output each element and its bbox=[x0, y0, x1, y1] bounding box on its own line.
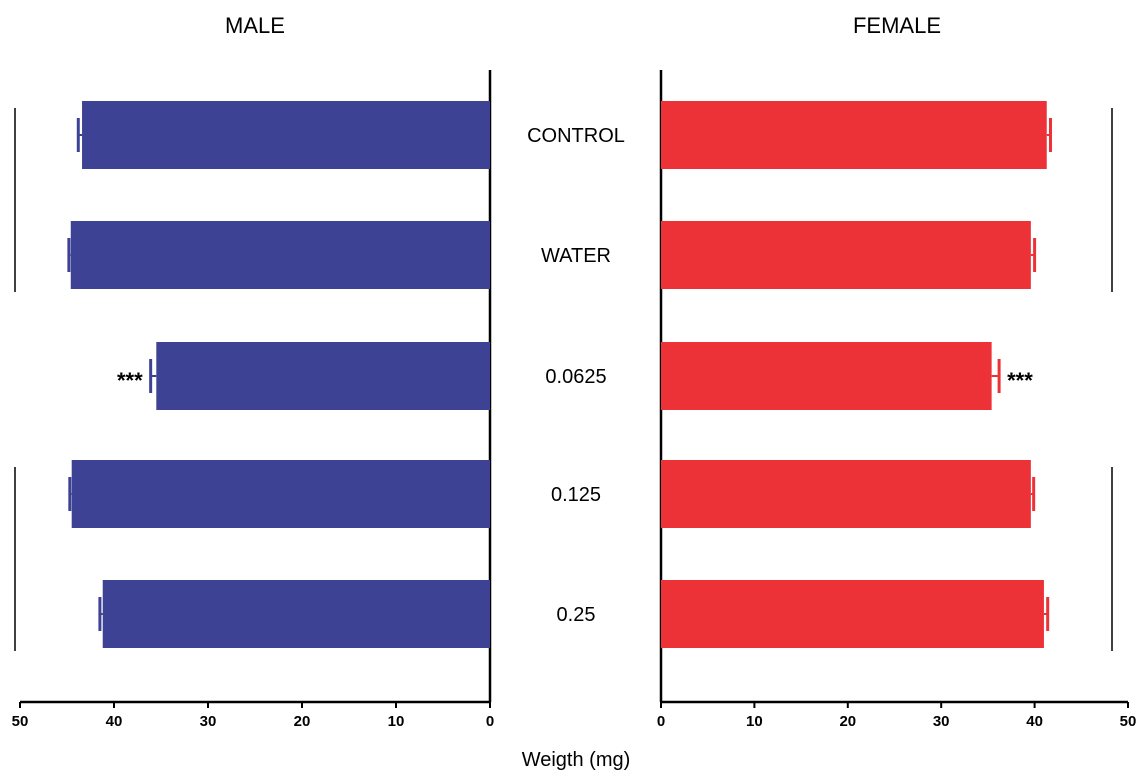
female-bar-0 bbox=[661, 101, 1047, 169]
category-label-2: 0.0625 bbox=[545, 366, 606, 388]
male-bar-4 bbox=[102, 580, 490, 648]
female-bar-2 bbox=[661, 342, 992, 410]
category-label-4: 0.25 bbox=[557, 604, 596, 626]
category-label-1: WATER bbox=[541, 245, 611, 267]
left-x-tick-label-10: 10 bbox=[388, 713, 405, 730]
female-panel-title: FEMALE bbox=[853, 13, 941, 38]
left-x-tick-label-30: 30 bbox=[200, 713, 217, 730]
male-bar-2 bbox=[156, 342, 491, 410]
right-x-tick-label-0: 0 bbox=[657, 713, 665, 730]
female-bar-1 bbox=[661, 221, 1031, 289]
female-significance-2: *** bbox=[1007, 368, 1033, 393]
category-label-0: CONTROL bbox=[527, 125, 625, 147]
left-x-tick-label-50: 50 bbox=[12, 713, 29, 730]
chart-marks: 0 10 20 30 40 50 0 10 20 30 40 50 CONTROL WATER 0.0625… bbox=[12, 70, 1137, 730]
male-significance-2: *** bbox=[117, 368, 143, 393]
left-x-tick-label-0: 0 bbox=[486, 713, 494, 730]
male-bar-0 bbox=[82, 101, 490, 169]
left-x-tick-label-40: 40 bbox=[106, 713, 123, 730]
male-panel-title: MALE bbox=[225, 13, 285, 38]
female-bar-4 bbox=[661, 580, 1044, 648]
category-label-3: 0.125 bbox=[551, 484, 601, 506]
female-bar-3 bbox=[661, 460, 1031, 528]
right-x-tick-label-40: 40 bbox=[1026, 713, 1043, 730]
x-axis-label: Weigth (mg) bbox=[522, 749, 631, 771]
right-x-tick-label-10: 10 bbox=[746, 713, 763, 730]
right-x-tick-label-30: 30 bbox=[933, 713, 950, 730]
right-x-tick-label-50: 50 bbox=[1120, 713, 1137, 730]
male-bar-3 bbox=[71, 460, 490, 528]
left-x-tick-label-20: 20 bbox=[294, 713, 311, 730]
right-x-tick-label-20: 20 bbox=[839, 713, 856, 730]
male-bar-1 bbox=[70, 221, 490, 289]
